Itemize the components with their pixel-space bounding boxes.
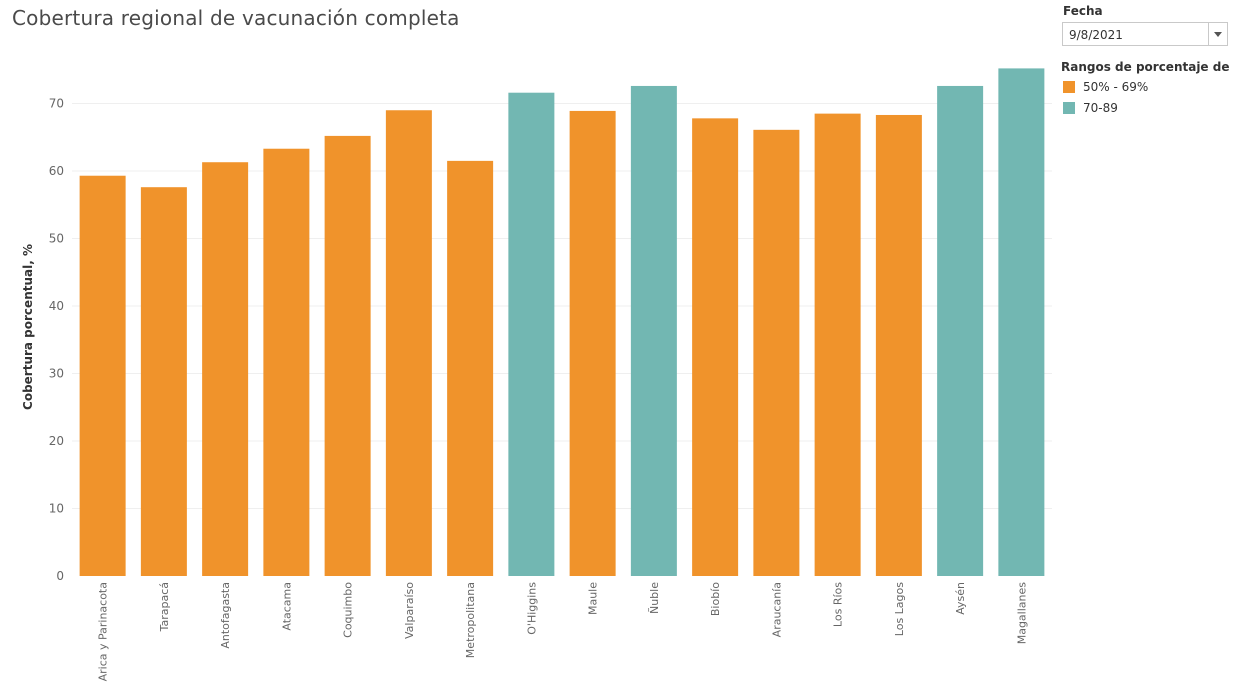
bar [875,114,922,576]
bar [324,135,371,576]
x-tick-label: Atacama [280,582,293,631]
x-tick-label: Metropolitana [464,582,477,658]
bar [937,85,984,576]
bar [79,175,126,576]
x-tick-label: Los Ríos [832,582,845,627]
bar [385,110,432,576]
x-tick-label: Aysén [954,582,967,615]
y-axis-label: Cobertura porcentual, % [21,244,35,410]
x-tick-label: Los Lagos [893,582,906,636]
x-tick-label: Magallanes [1015,582,1028,645]
y-tick-label: 50 [49,232,64,246]
x-tick-label: O'Higgins [525,582,538,635]
x-tick-label: Araucanía [770,582,783,637]
chart-title: Cobertura regional de vacunación complet… [12,6,460,30]
bar [753,129,800,576]
bar [630,85,677,576]
legend-label: 50% - 69% [1083,80,1149,94]
bar [508,92,555,576]
legend-label: 70-89 [1083,101,1118,115]
x-tick-label: Maule [587,582,600,615]
y-tick-label: 70 [49,97,64,111]
bar [814,113,861,576]
legend-title: Rangos de porcentaje de c... [1061,60,1231,74]
y-tick-label: 30 [49,367,64,381]
date-filter-value: 9/8/2021 [1069,28,1123,42]
y-tick-label: 20 [49,434,64,448]
legend-swatch [1063,102,1075,114]
bar [998,68,1045,577]
legend-item-50-69[interactable]: 50% - 69% [1063,80,1148,94]
y-tick-label: 10 [49,502,64,516]
x-tick-label: Valparaíso [403,582,416,639]
bar-chart: 0 10 20 30 40 50 60 70 Cobertura porcentual, % Ar… [21,68,1052,681]
y-tick-label: 60 [49,164,64,178]
chevron-down-icon[interactable] [1208,23,1227,45]
y-tick-label: 0 [56,569,64,583]
bar [692,118,739,576]
x-tick-label: Biobío [709,582,722,616]
legend-swatch [1063,81,1075,93]
bar [263,148,310,576]
x-tick-label: Antofagasta [219,582,232,649]
bar [202,162,249,576]
bar [140,187,187,576]
legend-item-70-89[interactable]: 70-89 [1063,101,1118,115]
x-tick-label: Tarapacá [158,582,171,632]
y-tick-label: 40 [49,299,64,313]
x-tick-label: Arica y Parinacota [97,582,110,681]
x-tick-label: Ñuble [648,582,661,614]
x-tick-label: Coquimbo [342,582,355,638]
date-filter-dropdown[interactable]: 9/8/2021 [1062,22,1228,46]
date-filter-label: Fecha [1063,4,1103,18]
bar [569,110,616,577]
bar [447,160,494,576]
